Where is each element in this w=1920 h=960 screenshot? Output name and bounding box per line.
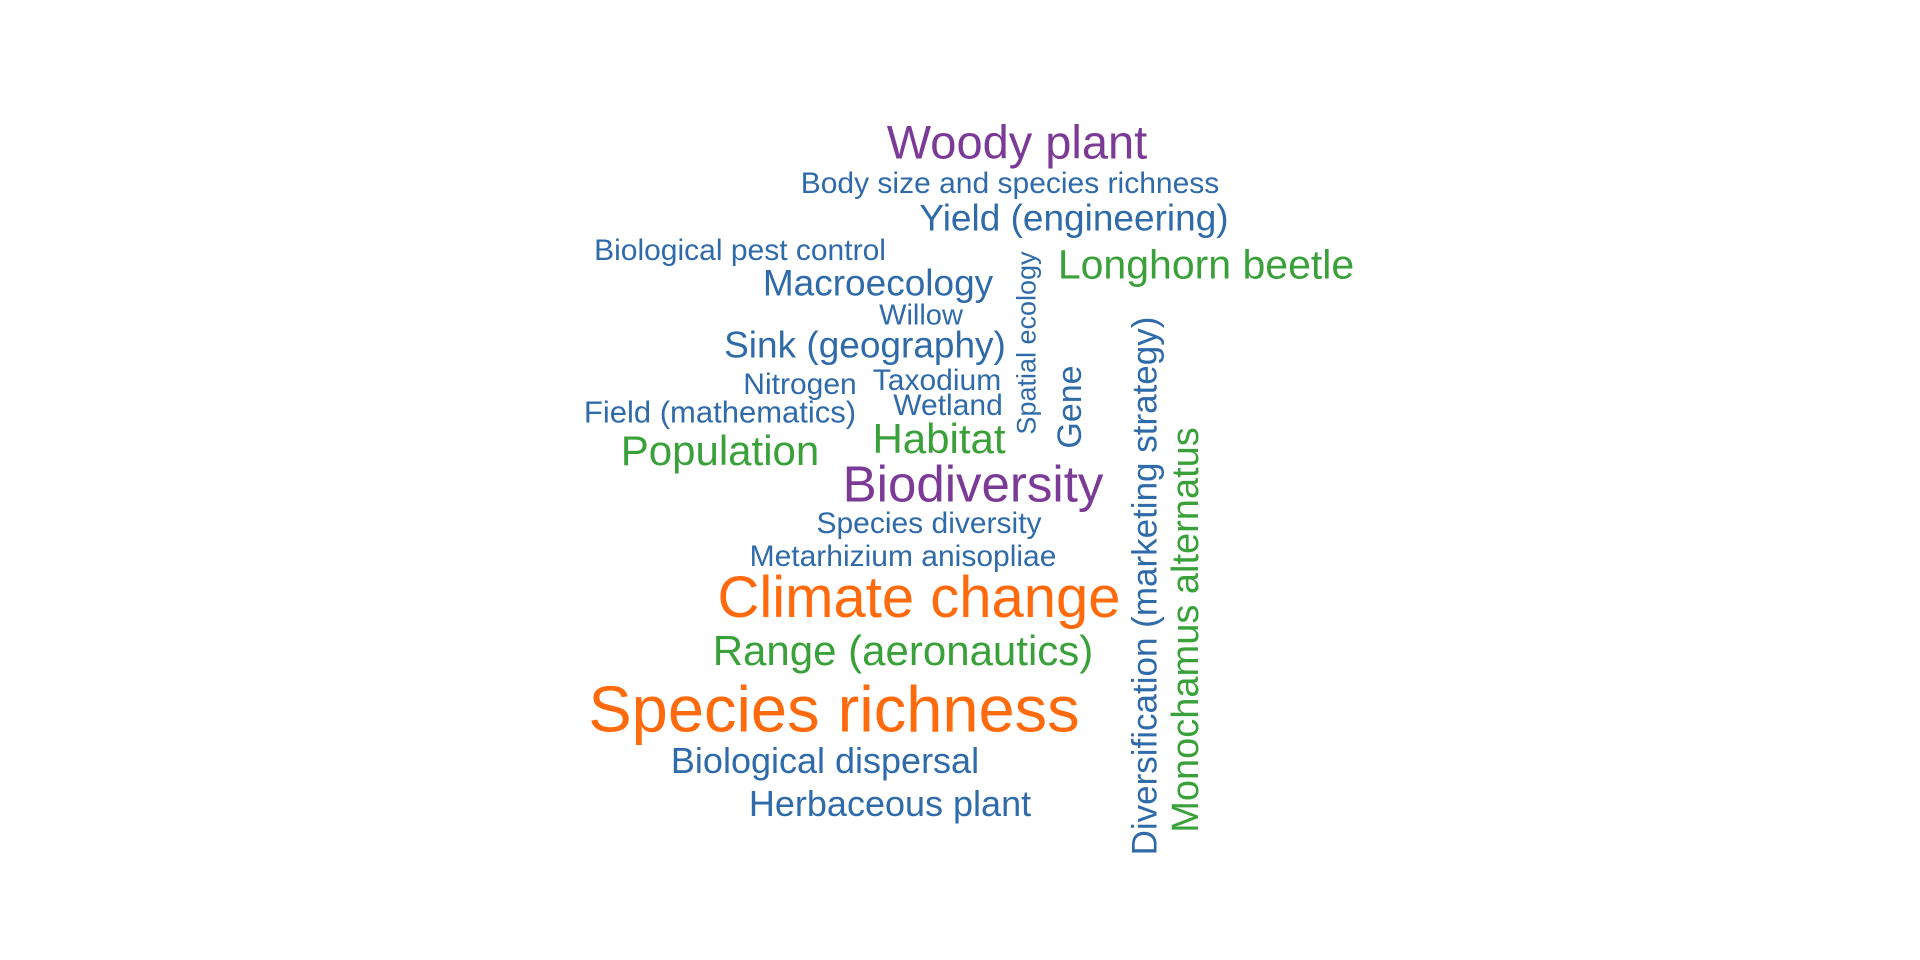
word-range-aeronautics[interactable]: Range (aeronautics) (712, 627, 1094, 674)
word-biological-dispersal[interactable]: Biological dispersal (670, 740, 980, 781)
word-herbaceous-plant[interactable]: Herbaceous plant (748, 783, 1032, 824)
word-diversification-marketing-strategy[interactable]: Diversification (marketing strategy) (1125, 316, 1165, 856)
word-sink-geography[interactable]: Sink (geography) (724, 324, 1006, 366)
word-willow[interactable]: Willow (879, 299, 963, 332)
word-species-richness[interactable]: Species richness (588, 672, 1080, 746)
word-species-diversity[interactable]: Species diversity (816, 507, 1042, 540)
word-macroecology[interactable]: Macroecology (762, 262, 994, 304)
word-field-mathematics[interactable]: Field (mathematics) (583, 394, 857, 430)
word-body-size-and-species-richness[interactable]: Body size and species richness (800, 167, 1220, 200)
word-nitrogen[interactable]: Nitrogen (743, 368, 857, 401)
word-metarhizium-anisopliae[interactable]: Metarhizium anisopliae (749, 540, 1057, 573)
word-population[interactable]: Population (620, 427, 820, 474)
word-gene[interactable]: Gene (1051, 365, 1089, 449)
word-yield-engineering[interactable]: Yield (engineering) (919, 197, 1229, 239)
word-longhorn-beetle[interactable]: Longhorn beetle (1057, 241, 1355, 288)
word-habitat[interactable]: Habitat (872, 415, 1006, 462)
word-woody-plant[interactable]: Woody plant (886, 115, 1148, 169)
word-wetland[interactable]: Wetland (893, 389, 1003, 422)
word-monochamus-alternatus[interactable]: Monochamus alternatus (1165, 427, 1207, 833)
word-taxodium[interactable]: Taxodium (872, 364, 1002, 397)
word-climate-change[interactable]: Climate change (717, 565, 1121, 630)
word-biodiversity[interactable]: Biodiversity (842, 455, 1104, 513)
word-spatial-ecology[interactable]: Spatial ecology (1011, 251, 1042, 435)
word-biological-pest-control[interactable]: Biological pest control (594, 234, 886, 267)
